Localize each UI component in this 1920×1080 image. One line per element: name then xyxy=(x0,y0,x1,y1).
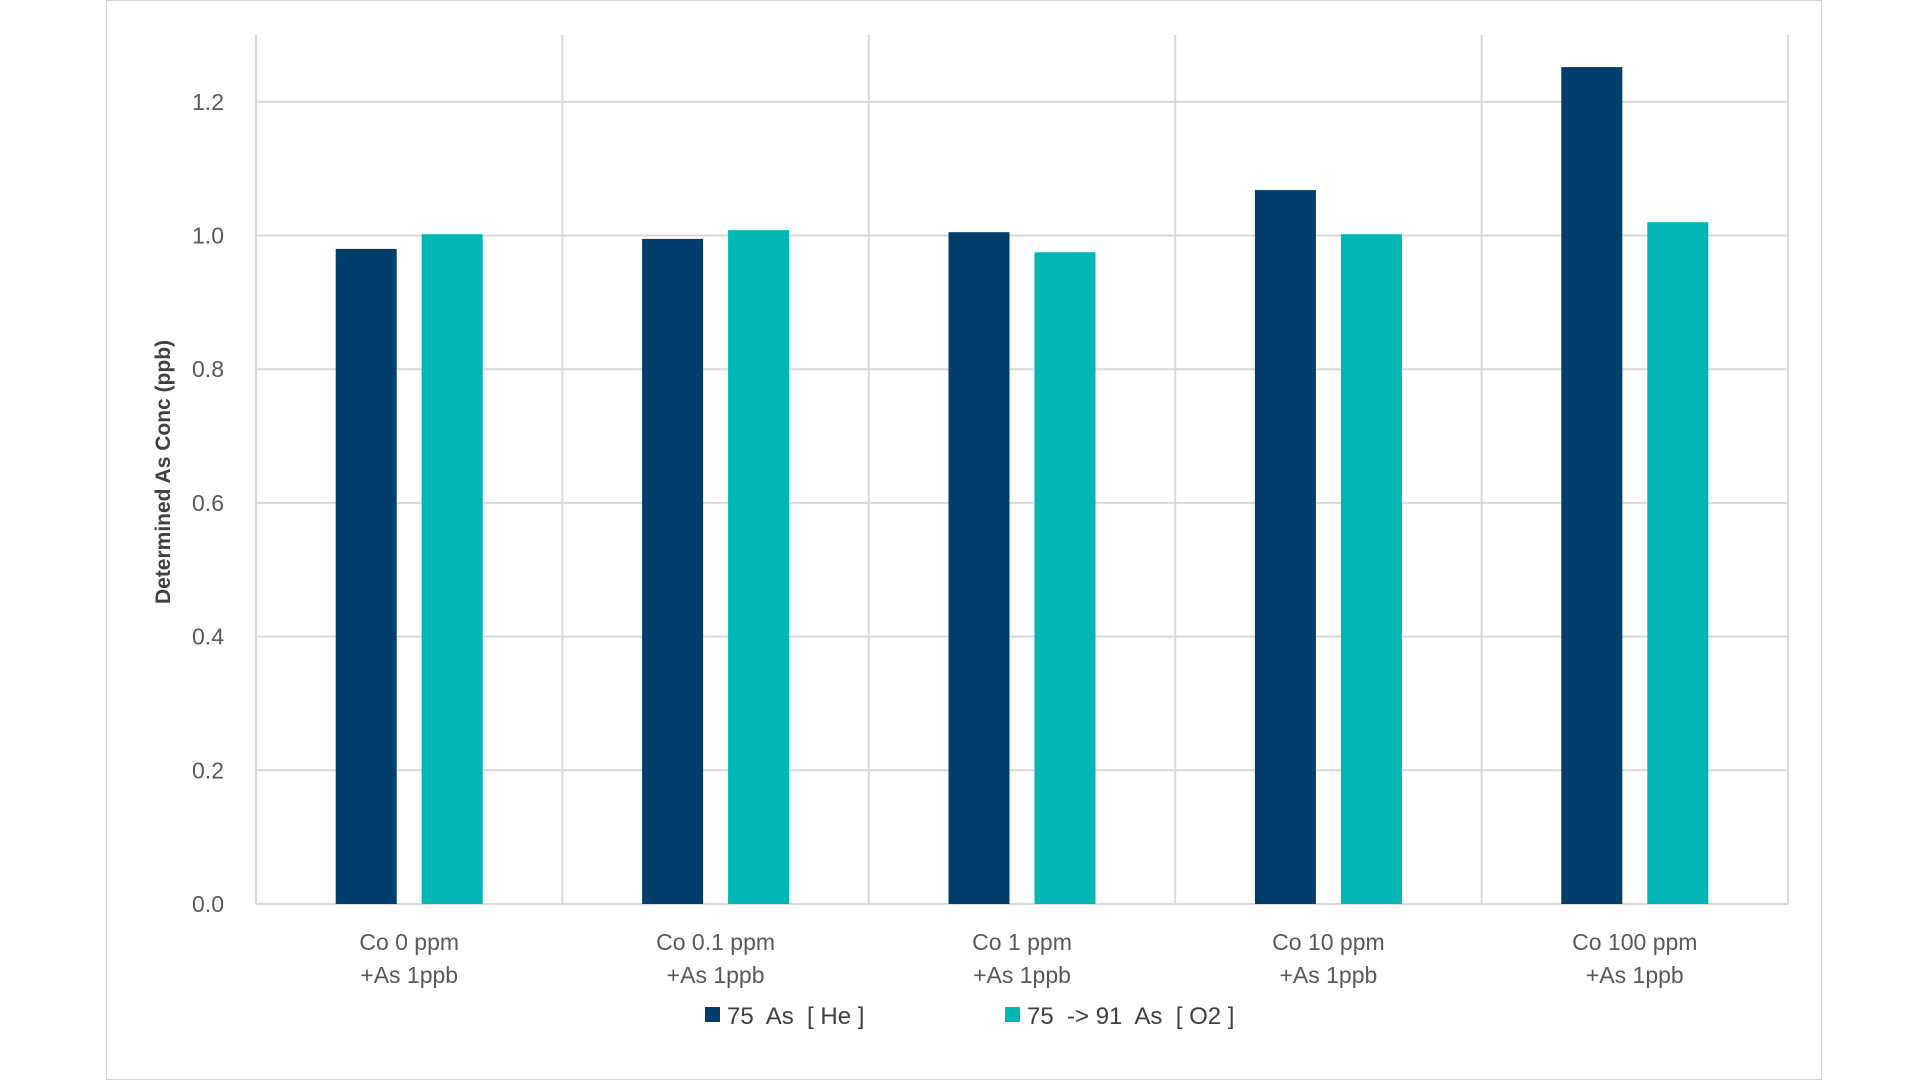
x-category-label: Co 0 ppm xyxy=(359,929,459,955)
y-tick-label: 0.2 xyxy=(192,757,224,783)
x-category-label: +As 1ppb xyxy=(360,962,458,988)
y-tick-label: 0.8 xyxy=(192,356,224,382)
y-axis-label: Determined As Conc (ppb) xyxy=(152,340,175,604)
bar-series2-cat4 xyxy=(1340,234,1402,904)
x-category-label: Co 0.1 ppm xyxy=(656,929,775,955)
x-category-label: Co 10 ppm xyxy=(1272,929,1385,955)
gridlines xyxy=(255,35,1789,905)
legend-label-2: 75 -> 91 As [ O2 ] xyxy=(1027,1003,1234,1030)
legend-label-1: 75 As [ He ] xyxy=(727,1003,864,1030)
x-category-label: +As 1ppb xyxy=(973,962,1071,988)
x-category-label: +As 1ppb xyxy=(667,962,765,988)
y-tick-label: 1.0 xyxy=(192,223,224,249)
y-tick-label: 0.0 xyxy=(192,891,224,917)
x-category-label: +As 1ppb xyxy=(1279,962,1377,988)
y-tick-labels: 0.0 0.2 0.4 0.6 0.8 1.0 1.2 xyxy=(192,89,224,917)
bars xyxy=(335,67,1709,905)
bar-series2-cat2 xyxy=(728,230,790,904)
x-category-label: Co 1 ppm xyxy=(972,929,1072,955)
bar-series2-cat1 xyxy=(421,234,483,904)
bar-series1-cat2 xyxy=(642,238,704,905)
legend-swatch-2 xyxy=(1005,1007,1020,1022)
bar-series1-cat3 xyxy=(948,232,1010,904)
x-category-label: +As 1ppb xyxy=(1586,962,1684,988)
category-labels: Co 0 ppm +As 1ppb Co 0.1 ppm +As 1ppb Co 1 p… xyxy=(359,929,1697,988)
x-category-label: Co 100 ppm xyxy=(1572,929,1697,955)
y-tick-label: 1.2 xyxy=(192,89,224,115)
y-tick-label: 0.6 xyxy=(192,490,224,516)
legend: 75 As [ He ] 75 -> 91 As [ O2 ] xyxy=(705,1003,1234,1030)
bar-series1-cat1 xyxy=(335,248,397,904)
bar-series2-cat3 xyxy=(1034,252,1096,904)
legend-swatch-1 xyxy=(705,1007,720,1022)
y-tick-label: 0.4 xyxy=(192,624,224,650)
bar-series1-cat4 xyxy=(1254,190,1316,905)
bar-series2-cat5 xyxy=(1647,222,1709,904)
bar-series1-cat5 xyxy=(1561,67,1623,904)
